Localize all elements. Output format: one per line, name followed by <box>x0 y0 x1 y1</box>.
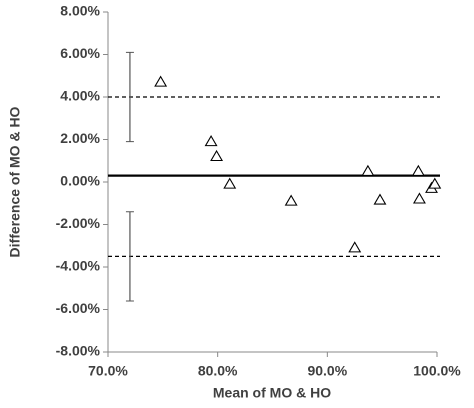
point <box>411 164 425 176</box>
point <box>373 193 387 205</box>
x-tick-label: 90.0% <box>307 363 347 379</box>
point <box>361 164 375 176</box>
y-tick-label: -8.00% <box>56 343 101 359</box>
y-axis-title: Difference of MO & HO <box>7 106 23 257</box>
y-tick-label: 8.00% <box>60 3 100 19</box>
point <box>223 177 237 189</box>
x-tick-label: 70.0% <box>88 363 128 379</box>
point <box>154 75 168 87</box>
point <box>284 194 298 206</box>
point <box>210 149 224 162</box>
y-tick-label: 6.00% <box>60 45 100 61</box>
point <box>428 177 442 189</box>
y-tick-label: -2.00% <box>56 215 101 231</box>
x-tick-label: 100.0% <box>413 363 461 379</box>
x-axis-title: Mean of MO & HO <box>213 385 331 401</box>
x-tick-label: 80.0% <box>198 363 238 379</box>
y-tick-label: 0.00% <box>60 173 100 189</box>
y-tick-label: 2.00% <box>60 130 100 146</box>
point <box>348 241 362 253</box>
y-tick-label: 4.00% <box>60 88 100 104</box>
point <box>204 135 218 147</box>
y-tick-label: -4.00% <box>56 258 101 274</box>
y-tick-label: -6.00% <box>56 300 101 316</box>
point <box>412 192 426 204</box>
